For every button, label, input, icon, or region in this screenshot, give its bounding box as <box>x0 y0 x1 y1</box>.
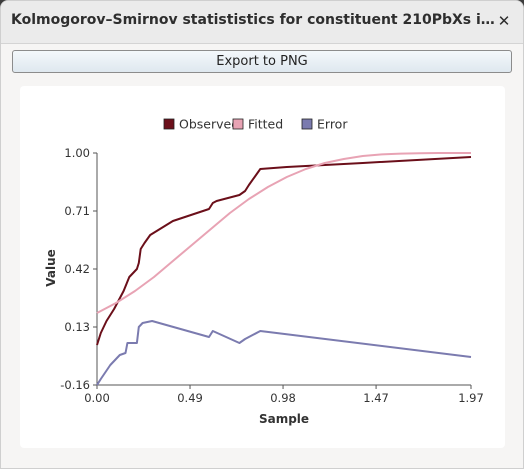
title-bar[interactable]: Kolmogorov–Smirnov statististics for con… <box>1 1 523 44</box>
y-tick-label: -0.16 <box>60 378 90 392</box>
export-to-png-button[interactable]: Export to PNG <box>12 50 512 73</box>
y-tick-label: 0.71 <box>64 204 90 218</box>
legend-label-fitted: Fitted <box>248 117 283 132</box>
window-title: Kolmogorov–Smirnov statististics for con… <box>11 12 495 28</box>
y-tick-label: 0.13 <box>64 320 90 334</box>
x-tick-label: 1.97 <box>458 391 484 405</box>
x-tick-label: 0.98 <box>270 391 296 405</box>
chart-axes <box>93 152 472 389</box>
series-line-observed <box>96 156 472 346</box>
chart-legend: Observed Fitted Error <box>163 117 348 132</box>
ks-line-chart: Observed Fitted Error 0.00 0.49 0.98 1.47 1.97… <box>44 117 484 427</box>
series-line-fitted <box>96 152 471 314</box>
legend-swatch-fitted <box>232 118 244 130</box>
y-tick-label: 0.42 <box>64 262 90 276</box>
close-icon[interactable]: ✕ <box>497 12 511 30</box>
x-tick-label: 0.49 <box>177 391 203 405</box>
legend-swatch-observed <box>163 118 175 130</box>
legend-label-error: Error <box>317 117 348 132</box>
y-tick-label: 1.00 <box>64 146 90 160</box>
y-axis-label: Value <box>44 249 58 287</box>
x-tick-label: 1.47 <box>363 391 389 405</box>
x-tick-label: 0.00 <box>84 391 110 405</box>
chart-tick-labels: 0.00 0.49 0.98 1.47 1.97 -0.16 0.13 0.42 0.71 1.0… <box>60 146 484 405</box>
series-line-error <box>96 320 472 386</box>
x-axis-label: Sample <box>259 412 309 426</box>
legend-swatch-error <box>301 118 313 130</box>
chart-series <box>96 152 472 386</box>
chart-panel: Observed Fitted Error 0.00 0.49 0.98 1.47 1.97… <box>20 86 505 448</box>
legend-label-observed: Observed <box>179 117 239 132</box>
